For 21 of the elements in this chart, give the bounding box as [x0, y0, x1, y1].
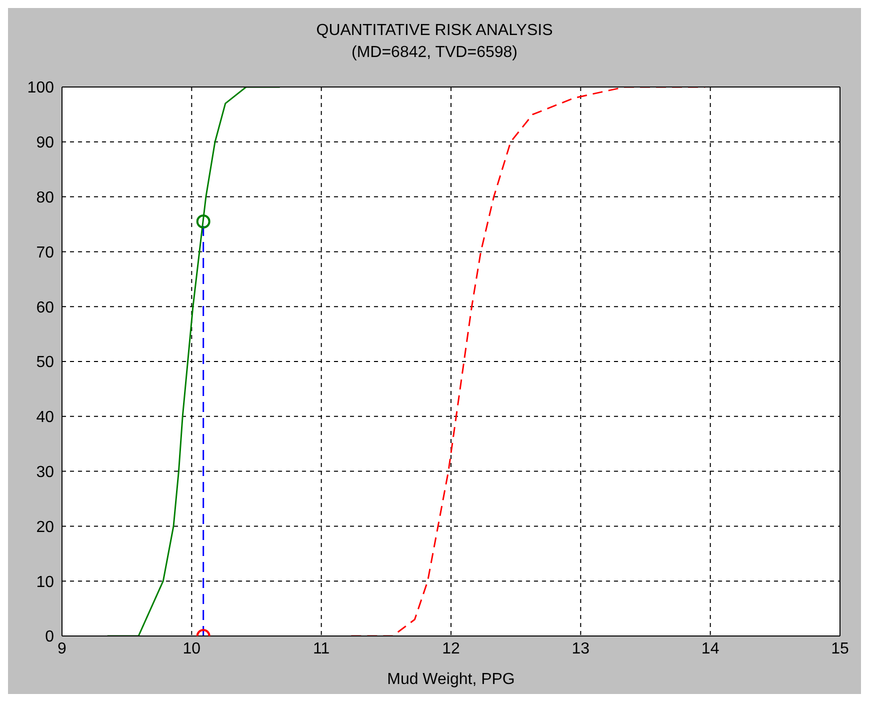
y-tick-label: 60 — [36, 299, 54, 316]
x-tick-label: 13 — [572, 640, 590, 658]
x-tick-label: 15 — [831, 640, 849, 658]
y-tick-label: 100 — [27, 80, 54, 97]
chart-subtitle: (MD=6842, TVD=6598) — [350, 44, 518, 62]
x-axis-title: Mud Weight, PPG — [387, 671, 515, 688]
y-tick-label: 80 — [36, 189, 54, 206]
y-tick-label: 40 — [36, 409, 54, 426]
x-tick-label: 9 — [58, 640, 67, 658]
x-tick-label: 14 — [701, 640, 720, 658]
y-tick-label: 10 — [36, 574, 54, 591]
x-tick-label: 10 — [182, 640, 201, 658]
y-tick-label: 90 — [36, 134, 54, 152]
chart-title: QUANTITATIVE RISK ANALYSIS — [315, 22, 554, 40]
y-tick-label: 20 — [36, 518, 54, 536]
y-tick-label: 50 — [36, 354, 54, 372]
y-tick-label: 0 — [45, 628, 54, 646]
y-tick-label: 30 — [36, 464, 54, 481]
y-tick-label: 70 — [36, 244, 54, 262]
x-tick-label: 11 — [313, 640, 330, 658]
x-tick-label: 12 — [442, 640, 460, 658]
